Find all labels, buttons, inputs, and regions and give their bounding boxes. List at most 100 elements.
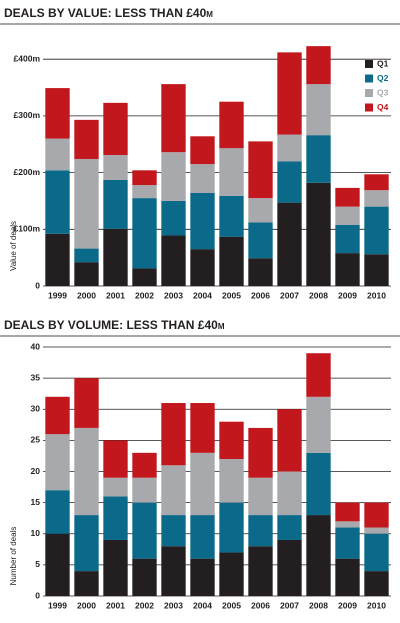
bar-segment xyxy=(364,527,389,534)
bar-segment xyxy=(190,558,215,596)
x-tick-label: 2000 xyxy=(77,600,96,610)
x-tick-label: 2009 xyxy=(338,290,357,300)
x-tick-label: 2008 xyxy=(309,600,328,610)
bar-segment xyxy=(306,182,331,286)
x-tick-label: 2002 xyxy=(135,290,154,300)
bar-segment xyxy=(132,268,157,286)
bar-segment xyxy=(219,195,244,237)
y-axis-label: Number of deals xyxy=(9,527,18,586)
bar-segment xyxy=(248,198,273,223)
y-tick-label: £300m xyxy=(14,110,41,120)
bar-segment xyxy=(45,434,70,491)
x-tick-label: 2000 xyxy=(77,290,96,300)
bar-segment xyxy=(132,502,157,559)
bar-segment xyxy=(190,164,215,194)
legend-label: Q2 xyxy=(377,73,389,83)
y-tick-label: 20 xyxy=(31,466,41,476)
bar-segment xyxy=(161,84,186,153)
bar-segment xyxy=(335,527,360,559)
legend-swatch xyxy=(365,103,373,112)
bar-segment xyxy=(219,459,244,503)
bar-segment xyxy=(74,427,99,516)
bar-segment xyxy=(364,190,389,207)
bar-segment xyxy=(335,521,360,528)
bar-segment xyxy=(103,539,128,596)
bar-segment xyxy=(74,571,99,596)
bar-segment xyxy=(132,198,157,269)
bar-segment xyxy=(103,179,128,229)
y-tick-label: 0 xyxy=(35,280,40,290)
x-tick-label: 2002 xyxy=(135,600,154,610)
y-tick-label: 5 xyxy=(35,559,40,569)
bar-segment xyxy=(74,158,99,249)
bar-segment xyxy=(74,515,99,572)
y-tick-label: £400m xyxy=(14,53,41,63)
legend-swatch xyxy=(365,89,373,97)
bar-segment xyxy=(277,539,302,596)
y-tick-label: 30 xyxy=(31,404,41,414)
bar-segment xyxy=(103,102,128,156)
bar-segment xyxy=(335,206,360,225)
bar-segment xyxy=(219,236,244,286)
x-tick-label: 2003 xyxy=(164,290,183,300)
bar-segment xyxy=(103,440,128,478)
bar-segment xyxy=(45,138,70,171)
bar-segment xyxy=(74,248,99,263)
x-tick-label: 2005 xyxy=(222,600,241,610)
bar-segment xyxy=(364,502,389,528)
bar-segment xyxy=(364,571,389,596)
bar-segment xyxy=(161,515,186,547)
bar-segment xyxy=(306,353,331,397)
bar-segment xyxy=(335,502,360,522)
bar-segment xyxy=(103,155,128,180)
legend-label: Q1 xyxy=(377,58,389,68)
y-tick-label: 35 xyxy=(31,372,41,382)
bar-segment xyxy=(248,477,273,516)
bar-segment xyxy=(248,258,273,286)
x-tick-label: 2004 xyxy=(193,600,212,610)
x-tick-label: 2006 xyxy=(251,290,270,300)
bar-segment xyxy=(277,52,302,135)
bar-segment xyxy=(335,253,360,286)
bar-segment xyxy=(132,185,157,199)
bar-segment xyxy=(132,170,157,186)
bar-segment xyxy=(219,421,244,460)
y-tick-label: 15 xyxy=(31,497,41,507)
bar-segment xyxy=(103,477,128,497)
bar-segment xyxy=(219,148,244,196)
bar-segment xyxy=(306,515,331,596)
y-tick-label: 40 xyxy=(31,341,41,351)
chart-title: DEALS BY VOLUME: LESS THAN £40m xyxy=(4,318,225,332)
x-tick-label: 2009 xyxy=(338,600,357,610)
bar-segment xyxy=(161,403,186,466)
bar-segment xyxy=(45,233,70,286)
bar-segment xyxy=(277,515,302,540)
bar-segment xyxy=(45,396,70,435)
bar-segment xyxy=(161,152,186,201)
bar-segment xyxy=(364,206,389,255)
x-tick-label: 2010 xyxy=(367,290,386,300)
y-tick-label: 10 xyxy=(31,528,41,538)
bar-segment xyxy=(45,533,70,596)
bar-segment xyxy=(132,452,157,478)
bar-segment xyxy=(190,403,215,453)
bar-segment xyxy=(161,465,186,516)
bar-segment xyxy=(161,235,186,286)
legend-label: Q3 xyxy=(377,87,389,97)
bar-segment xyxy=(74,378,99,428)
bar-segment xyxy=(103,228,128,286)
bar-segment xyxy=(132,477,157,503)
bar-segment xyxy=(364,254,389,286)
bar-segment xyxy=(219,101,244,149)
x-tick-label: 2008 xyxy=(309,290,328,300)
bar-segment xyxy=(277,471,302,516)
bar-segment xyxy=(277,161,302,203)
bar-segment xyxy=(74,119,99,159)
bar-segment xyxy=(190,193,215,250)
bar-segment xyxy=(306,452,331,516)
x-tick-label: 2001 xyxy=(106,600,125,610)
bar-segment xyxy=(190,452,215,516)
y-tick-label: £200m xyxy=(14,167,41,177)
bar-segment xyxy=(161,546,186,596)
